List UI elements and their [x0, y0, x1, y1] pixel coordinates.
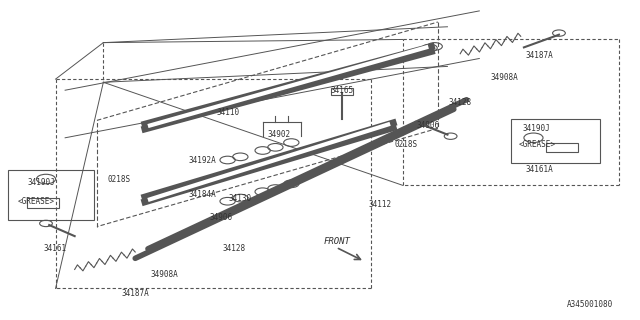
Text: 34190J: 34190J [27, 178, 55, 187]
Text: 34161A: 34161A [526, 165, 554, 174]
Text: 34908A: 34908A [491, 73, 518, 82]
Text: 34128: 34128 [449, 99, 472, 108]
Text: 34187A: 34187A [122, 289, 149, 298]
Text: 0218S: 0218S [394, 140, 417, 148]
Text: <GREASE>: <GREASE> [518, 140, 555, 148]
Text: 34161: 34161 [44, 244, 67, 253]
Bar [8, 170, 94, 220]
Text: 34908A: 34908A [150, 270, 178, 279]
Text: 0218S: 0218S [108, 174, 131, 184]
Text: 34906: 34906 [417, 121, 440, 130]
Text: 34130: 34130 [228, 194, 252, 203]
Text: A345001080: A345001080 [567, 300, 613, 309]
Bar [511, 119, 600, 163]
Text: 34112: 34112 [369, 200, 392, 209]
Text: 34187A: 34187A [526, 51, 554, 60]
Text: 34128: 34128 [223, 244, 246, 253]
Text: 34184A: 34184A [188, 190, 216, 199]
Text: 34902: 34902 [267, 130, 290, 139]
Text: 34110: 34110 [216, 108, 239, 117]
Text: 34906: 34906 [210, 212, 233, 222]
Text: 34165: 34165 [331, 86, 354, 95]
Text: <GREASE>: <GREASE> [18, 197, 55, 206]
Text: FRONT: FRONT [323, 237, 350, 246]
Text: 34190J: 34190J [523, 124, 550, 133]
Bar [27, 198, 59, 208]
Bar [546, 142, 578, 152]
Bar [332, 88, 353, 95]
Text: 34192A: 34192A [188, 156, 216, 164]
